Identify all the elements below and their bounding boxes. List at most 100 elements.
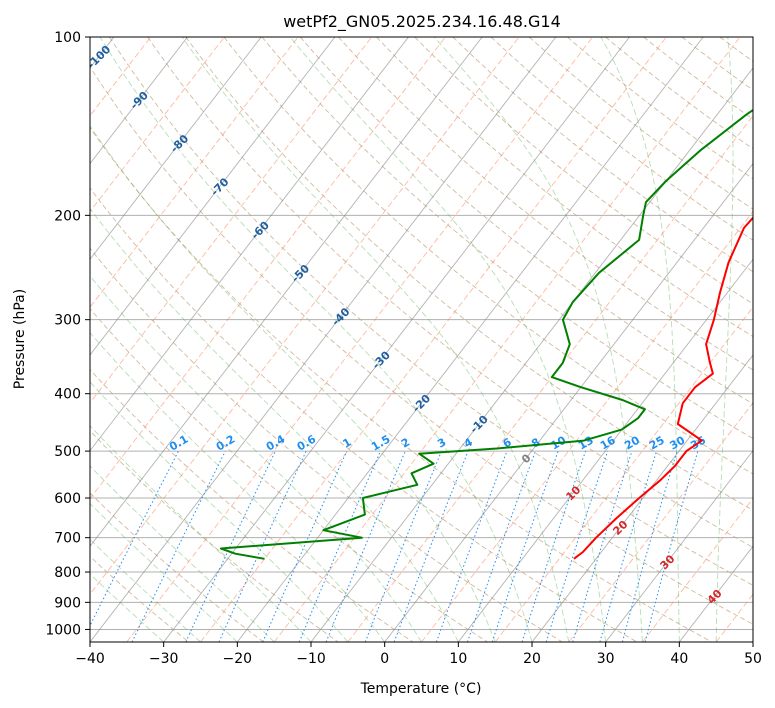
isotherm-grid bbox=[531, 354, 753, 642]
dry-adiabat bbox=[147, 37, 753, 548]
isotherm-label: -100 bbox=[85, 43, 114, 72]
mixing-ratio-line bbox=[90, 450, 179, 627]
x-tick-label: 30 bbox=[597, 651, 615, 667]
isotherm-grid bbox=[605, 449, 753, 642]
isotherm-label: -80 bbox=[168, 132, 191, 155]
dry-adiabat bbox=[490, 37, 753, 241]
isotherm bbox=[568, 402, 753, 642]
mixing-ratio-line bbox=[521, 450, 587, 642]
x-tick-label: 40 bbox=[670, 651, 688, 667]
dry-adiabat bbox=[109, 37, 753, 586]
dry-adiabat bbox=[758, 37, 775, 642]
isotherm-label: -70 bbox=[208, 175, 231, 198]
mixing-ratio-line bbox=[393, 450, 469, 642]
x-axis-label: Temperature (°C) bbox=[360, 681, 482, 697]
x-axis: −40 −30 −20 −10 0 10 20 30 40 50 bbox=[75, 642, 762, 667]
mixing-ratio-line bbox=[621, 450, 678, 642]
x-tick-label: −40 bbox=[75, 651, 105, 667]
dry-adiabat bbox=[643, 37, 753, 120]
isotherm bbox=[200, 37, 667, 642]
x-tick-label: 20 bbox=[523, 651, 541, 667]
y-tick-label: 400 bbox=[54, 387, 81, 403]
moist-adiabat bbox=[433, 37, 643, 642]
dry-adiabat bbox=[567, 37, 753, 180]
dry-adiabat bbox=[90, 126, 712, 642]
mixing-ratio-label: 25 bbox=[647, 434, 667, 453]
dry-adiabat bbox=[376, 37, 753, 338]
mixing-ratio-label: 1.5 bbox=[369, 433, 392, 454]
isotherm bbox=[90, 37, 446, 500]
isotherm-label: -40 bbox=[329, 305, 352, 328]
isotherm-grid bbox=[752, 641, 753, 642]
dry-adiabat bbox=[90, 492, 264, 642]
mixing-ratio-line bbox=[599, 450, 658, 642]
dry-adiabat bbox=[90, 66, 753, 625]
plot-area bbox=[90, 37, 775, 642]
moist-adiabat bbox=[90, 465, 275, 642]
isotherm-grid bbox=[90, 37, 188, 165]
isotherm bbox=[421, 210, 753, 642]
plot-frame bbox=[89, 36, 754, 643]
mixing-ratio-line bbox=[572, 450, 633, 642]
mixing-ratio-line bbox=[218, 450, 307, 642]
mixing-ratio-line bbox=[325, 450, 406, 642]
dry-adiabat bbox=[452, 37, 753, 273]
isotherm-grid bbox=[90, 37, 409, 452]
isotherm-grid bbox=[90, 37, 483, 548]
isotherm-grid bbox=[384, 162, 753, 642]
mixing-ratio-label: 8 bbox=[529, 436, 542, 451]
mixing-ratio-line bbox=[435, 450, 508, 642]
mixing-ratio-line bbox=[467, 450, 536, 642]
isotherm-grid bbox=[310, 67, 753, 642]
mixing-ratio-label: 3 bbox=[435, 436, 448, 451]
mixing-ratio-line bbox=[262, 450, 348, 642]
dry-adiabat bbox=[90, 555, 190, 642]
moist-adiabat bbox=[181, 37, 570, 642]
isotherm-grid bbox=[678, 545, 753, 642]
isotherm bbox=[347, 115, 753, 642]
mixing-ratio-line bbox=[298, 450, 381, 642]
moist-adiabat bbox=[99, 37, 533, 642]
mixing-ratio-label: 13 bbox=[576, 434, 596, 453]
y-tick-label: 600 bbox=[54, 491, 81, 507]
moist-adiabat bbox=[90, 331, 386, 642]
moist-adiabat bbox=[90, 381, 349, 642]
isotherm-grid bbox=[457, 258, 753, 642]
moist-adiabat bbox=[90, 502, 238, 642]
dry-adiabat bbox=[299, 37, 753, 405]
dewpoint-profile bbox=[219, 108, 753, 560]
dry-adiabat bbox=[90, 247, 563, 642]
temperature-profile bbox=[573, 216, 753, 560]
y-tick-label: 800 bbox=[54, 565, 81, 581]
isotherm-label: -10 bbox=[468, 412, 491, 435]
moist-adiabat bbox=[90, 275, 422, 642]
mixing-ratio-line bbox=[491, 450, 559, 642]
x-tick-label: 10 bbox=[449, 651, 467, 667]
isotherm-label: 40 bbox=[705, 587, 725, 607]
moist-adiabat bbox=[289, 37, 607, 642]
y-tick-label: 500 bbox=[54, 444, 81, 460]
isotherm bbox=[90, 37, 520, 595]
mixing-ratio-label: 0.4 bbox=[264, 432, 288, 453]
isotherm bbox=[90, 37, 225, 213]
moist-adiabat bbox=[715, 37, 734, 642]
isotherm bbox=[494, 306, 753, 642]
mixing-ratio-label: 2 bbox=[399, 436, 412, 451]
x-tick-label: −30 bbox=[149, 651, 179, 667]
dry-adiabat bbox=[338, 37, 753, 371]
isotherm bbox=[90, 37, 299, 308]
isotherm bbox=[90, 37, 373, 404]
isotherm bbox=[126, 37, 594, 642]
isotherm bbox=[715, 593, 753, 642]
mixing-ratio-line bbox=[364, 450, 442, 642]
isotherm-grid bbox=[90, 37, 262, 261]
isotherm-label: -60 bbox=[249, 218, 272, 241]
isotherm-label: -30 bbox=[370, 348, 393, 371]
isotherm bbox=[273, 37, 741, 642]
moist-adiabat bbox=[600, 37, 680, 642]
dry-adiabat bbox=[185, 37, 753, 511]
mixing-ratio-label: 20 bbox=[622, 433, 642, 452]
x-tick-label: −10 bbox=[296, 651, 326, 667]
y-tick-label: 300 bbox=[54, 313, 81, 329]
